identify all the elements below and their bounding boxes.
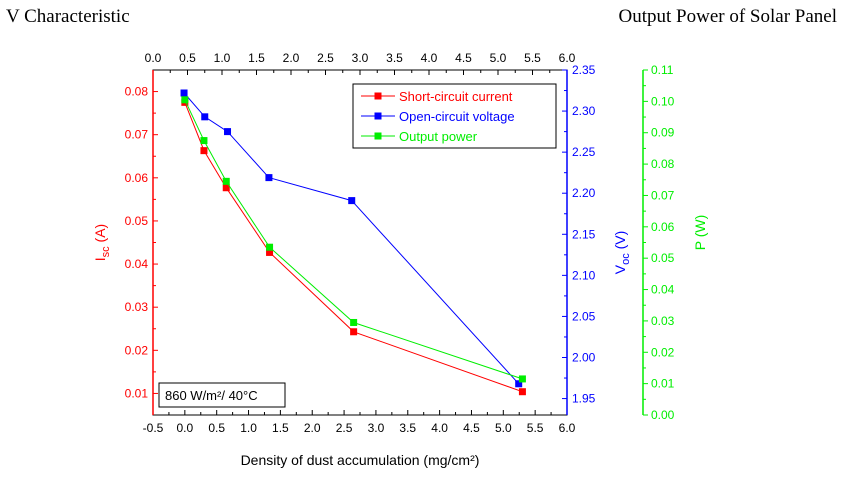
x-bottom-tick-label: 6.0 (559, 421, 576, 435)
x-bottom-tick-label: 2.5 (336, 421, 353, 435)
right-axis-power-tick-label: 0.07 (651, 188, 675, 202)
left-axis-tick-label: 0.03 (125, 300, 149, 314)
series-point-1 (180, 89, 188, 97)
left-axis-tick-label: 0.01 (125, 386, 149, 400)
legend-label: Output power (399, 129, 478, 144)
series-point-2 (222, 177, 230, 185)
series-line-2 (184, 99, 523, 380)
x-top-tick-label: 0.0 (145, 51, 162, 65)
right-axis-voltage-label: Voc (V) (612, 231, 632, 275)
series-line-1 (183, 92, 520, 385)
left-axis-tick-label: 0.08 (125, 85, 149, 99)
x-bottom-tick-label: 0.5 (208, 421, 225, 435)
right-axis-power-tick-label: 0.00 (651, 408, 675, 422)
right-axis-voltage-tick-label: 2.00 (572, 351, 596, 365)
right-axis-voltage-tick-label: 2.35 (572, 63, 596, 77)
x-top-tick-label: 5.5 (524, 51, 541, 65)
x-top-tick-label: 1.5 (248, 51, 265, 65)
series-point-0 (350, 328, 358, 336)
x-top-tick-label: 0.5 (179, 51, 196, 65)
right-axis-power-tick-label: 0.09 (651, 126, 675, 140)
series-point-0 (200, 147, 208, 155)
x-top-tick-label: 1.0 (214, 51, 231, 65)
series-point-0 (266, 248, 274, 256)
right-axis-power-tick-label: 0.05 (651, 251, 675, 265)
x-top-tick-label: 3.5 (386, 51, 403, 65)
series-point-2 (518, 375, 526, 383)
left-axis-tick-label: 0.02 (125, 343, 149, 357)
x-top-tick-label: 3.0 (352, 51, 369, 65)
right-axis-voltage-tick-label: 2.20 (572, 186, 596, 200)
legend-marker (374, 132, 382, 140)
legend-label: Short-circuit current (399, 89, 513, 104)
series-point-1 (201, 113, 209, 121)
legend-marker (374, 112, 382, 120)
legend-marker (374, 92, 382, 100)
x-top-tick-label: 6.0 (559, 51, 576, 65)
right-axis-power-label: P (W) (692, 215, 708, 251)
caption-right: Output Power of Solar Panel (618, 6, 837, 27)
right-axis-voltage-tick-label: 1.95 (572, 392, 596, 406)
x-top-tick-label: 2.5 (317, 51, 334, 65)
x-bottom-tick-label: 3.0 (368, 421, 385, 435)
series-point-1 (224, 128, 232, 136)
legend-label: Open-circuit voltage (399, 109, 515, 124)
x-bottom-tick-label: 1.5 (272, 421, 289, 435)
right-axis-voltage-tick-label: 2.10 (572, 268, 596, 282)
x-bottom-tick-label: -0.5 (143, 421, 164, 435)
x-axis-label: Density of dust accumulation (mg/cm²) (241, 452, 480, 468)
series-point-1 (515, 380, 523, 388)
annotation-box (158, 382, 286, 408)
x-top-tick-label: 2.0 (283, 51, 300, 65)
x-bottom-tick-label: 2.0 (304, 421, 321, 435)
series-point-2 (200, 137, 208, 145)
x-bottom-tick-label: 4.0 (431, 421, 448, 435)
right-axis-power-tick-label: 0.08 (651, 157, 675, 171)
series-point-0 (518, 388, 526, 396)
x-bottom-tick-label: 0.0 (177, 421, 194, 435)
left-axis-tick-label: 0.06 (125, 171, 149, 185)
x-top-tick-label: 5.0 (490, 51, 507, 65)
left-axis-tick-label: 0.04 (125, 257, 149, 271)
right-axis-power-tick-label: 0.11 (651, 63, 674, 77)
series-point-1 (265, 174, 273, 182)
series-point-1 (348, 197, 356, 205)
series-point-2 (181, 96, 189, 104)
right-axis-power-tick-label: 0.04 (651, 283, 675, 297)
x-bottom-tick-label: 1.0 (240, 421, 257, 435)
right-axis-power-tick-label: 0.03 (651, 314, 675, 328)
annotation-text: 860 W/m²/ 40°C (165, 388, 258, 403)
series-point-0 (222, 184, 230, 192)
left-axis-tick-label: 0.07 (125, 128, 149, 142)
x-bottom-tick-label: 5.5 (527, 421, 544, 435)
right-axis-voltage-tick-label: 2.25 (572, 145, 596, 159)
right-axis-power-tick-label: 0.10 (651, 94, 675, 108)
series-point-2 (350, 318, 358, 326)
left-axis-tick-label: 0.05 (125, 214, 149, 228)
x-top-tick-label: 4.5 (455, 51, 472, 65)
right-axis-power-tick-label: 0.01 (651, 377, 675, 391)
right-axis-voltage-tick-label: 2.30 (572, 104, 596, 118)
right-axis-voltage-tick-label: 2.05 (572, 309, 596, 323)
right-axis-voltage-tick-label: 2.15 (572, 227, 596, 241)
x-bottom-tick-label: 3.5 (399, 421, 416, 435)
x-bottom-tick-label: 5.0 (495, 421, 512, 435)
left-axis-label: Isc (A) (92, 224, 112, 261)
right-axis-power-tick-label: 0.06 (651, 220, 675, 234)
caption-left: V Characteristic (6, 6, 130, 27)
x-top-tick-label: 4.0 (421, 51, 438, 65)
right-axis-power-tick-label: 0.02 (651, 345, 675, 359)
series-point-2 (266, 243, 274, 251)
x-bottom-tick-label: 4.5 (463, 421, 480, 435)
